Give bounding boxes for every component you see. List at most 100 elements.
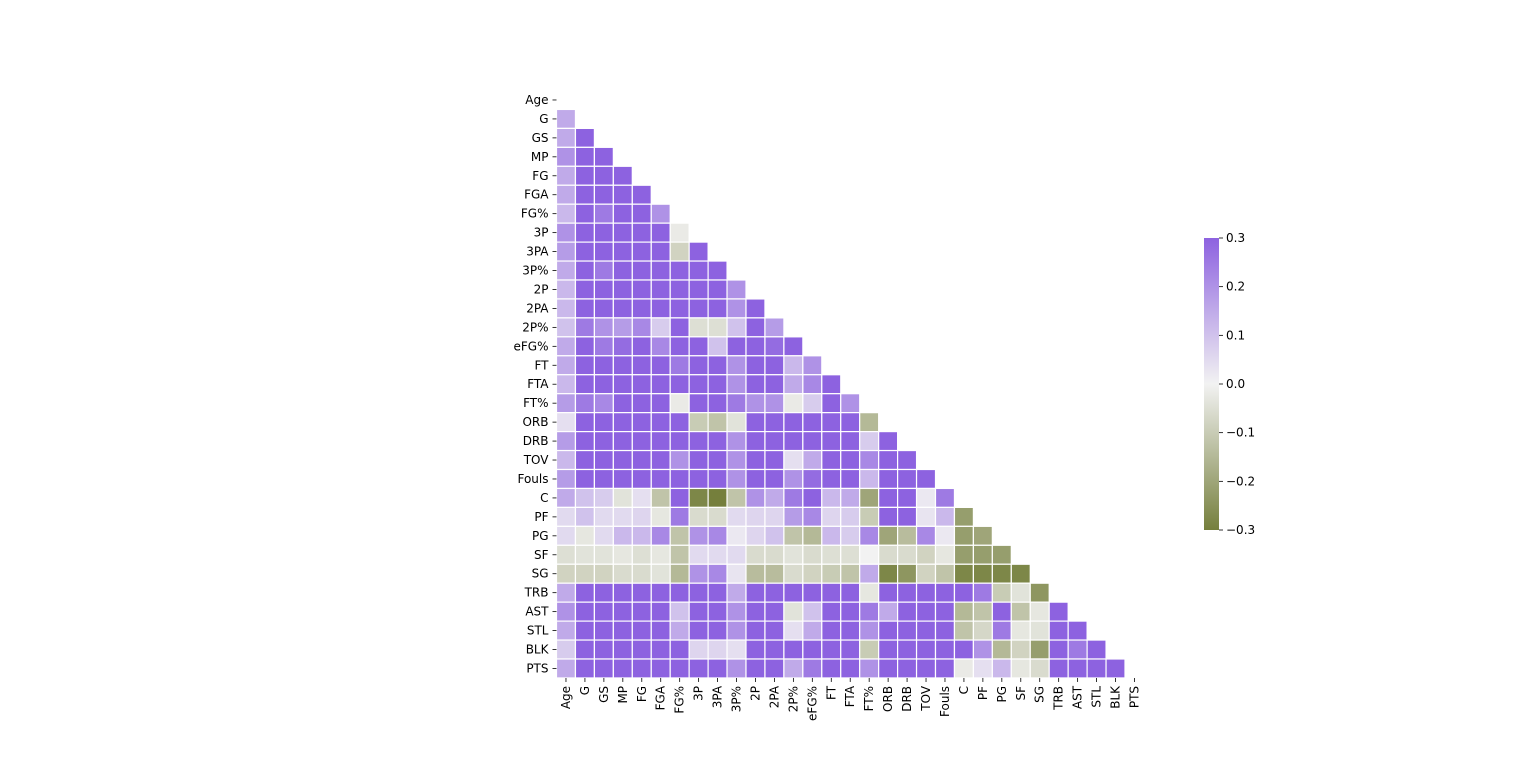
heatmap-cell-3P-GS [593,222,614,243]
heatmap-cell-FG-GS [593,165,614,186]
heatmap-cell-TOV-3P% [726,449,747,471]
heatmap-cell-BLK-2P% [783,639,804,660]
heatmap-cell-TOV-3PA [707,449,728,471]
heatmap-cell-SG-GS [593,563,614,584]
heatmap-cell-SG-FT [821,563,842,584]
heatmap-cell-3PA-MP [612,241,633,262]
heatmap-cell-SG-3P% [726,563,747,584]
heatmap-cell-SF-PF [972,544,993,565]
heatmap-cell-TOV-MP [612,449,633,471]
heatmap-cell-FT-2P [745,355,766,376]
colorbar-tick-label: 0.0 [1226,377,1245,391]
heatmap-cell-PF-GS [593,506,614,527]
heatmap-cell-DRB-2P [745,431,766,452]
y-tick-label: Age [525,93,548,107]
heatmap-cell-ORB-2PA [764,412,785,433]
heatmap-cell-STL-C [953,620,975,641]
heatmap-cell-DRB-eFG% [802,431,823,452]
heatmap-cell-PF-2P% [783,506,804,527]
x-tick-label: 3PA [711,685,725,708]
heatmap-cell-FTA-MP [612,374,633,395]
heatmap-cell-SF-ORB [878,544,899,565]
heatmap-cell-FT%-FT [821,393,842,414]
heatmap-cell-2PA-G [574,298,596,319]
heatmap-cell-FTA-Age [555,374,577,395]
heatmap-cell-DRB-3P% [726,431,747,452]
heatmap-cell-FT-3PA [707,355,728,376]
heatmap-cell-DRB-Age [555,431,577,452]
heatmap-cell-FT-2PA [764,355,785,376]
heatmap-cell-DRB-2P% [783,431,804,452]
heatmap-cell-FG%-FG [631,203,652,224]
y-tick-label: DRB [523,434,549,448]
heatmap-cell-TOV-eFG% [802,449,823,471]
heatmap-cell-FT%-FG [631,393,652,414]
heatmap-cell-PTS-FG [631,658,652,679]
heatmap-cell-SF-FGA [650,544,671,565]
heatmap-cell-MP-G [574,146,596,167]
heatmap-cell-SG-FGA [650,563,671,584]
x-tick-label: 2P [748,686,762,701]
heatmap-cell-TRB-2P% [783,582,804,603]
heatmap-cell-ORB-FT% [859,412,880,433]
heatmap-cell-FTA-FGA [650,374,671,395]
heatmap-cell-Fouls-TOV [915,468,937,490]
heatmap-cell-DRB-FG% [669,431,690,452]
heatmap-cell-BLK-FGA [650,639,671,660]
heatmap-cell-PG-FGA [650,525,671,546]
heatmap-cell-DRB-FG [631,431,652,452]
heatmap-cell-PTS-3P% [726,658,747,679]
heatmap-cell-FT-2P% [783,355,804,376]
heatmap-cell-PG-Age [555,525,577,546]
heatmap-cell-C-2P% [783,487,804,509]
heatmap-cell-PTS-SF [1010,658,1031,679]
heatmap-cell-FGA-FG [631,184,652,205]
heatmap-cell-SG-TOV [915,563,937,584]
heatmap-cell-TRB-FG% [669,582,690,603]
heatmap-cell-Fouls-FTA [840,468,861,490]
heatmap-cell-DRB-3PA [707,431,728,452]
heatmap-cell-DRB-FTA [840,431,861,452]
heatmap-cell-AST-PG [991,601,1012,622]
heatmap-cell-SG-FG [631,563,652,584]
heatmap-cell-TRB-PG [991,582,1012,603]
heatmap-cell-TOV-FTA [840,449,861,471]
x-tick-label: 3P [692,686,706,701]
heatmap-cell-BLK-TRB [1048,639,1069,660]
heatmap-cell-FT%-FGA [650,393,671,414]
heatmap-cell-2P%-3PA [707,317,728,338]
heatmap-cell-FT-FGA [650,355,671,376]
heatmap-cell-BLK-GS [593,639,614,660]
heatmap-cell-PF-FG% [669,506,690,527]
heatmap-cell-C-MP [612,487,633,509]
heatmap-cell-STL-FT [821,620,842,641]
heatmap-cell-SF-Fouls [934,544,956,565]
heatmap-cell-PF-FT% [859,506,880,527]
heatmap-cell-PTS-AST [1067,658,1088,679]
heatmap-cell-eFG%-3P% [726,336,747,357]
heatmap-cell-C-FG [631,487,652,509]
heatmap-cell-PTS-FTA [840,658,861,679]
heatmap-cell-SG-eFG% [802,563,823,584]
heatmap-cell-ORB-MP [612,412,633,433]
heatmap-cell-eFG%-FG [631,336,652,357]
y-tick-label: G [539,112,548,126]
heatmap-cell-SG-FT% [859,563,880,584]
heatmap-cell-Fouls-2P% [783,468,804,490]
heatmap-cell-STL-G [574,620,596,641]
heatmap-cell-3P-FGA [650,222,671,243]
heatmap-cell-PG-FG [631,525,652,546]
heatmap-cell-PTS-3P [688,658,709,679]
heatmap-cell-FGA-GS [593,184,614,205]
y-tick-label: TRB [524,586,549,600]
heatmap-cell-AST-GS [593,601,614,622]
heatmap-cell-PG-C [953,525,975,546]
y-tick-label: eFG% [514,339,549,353]
heatmap-cell-TOV-2P% [783,449,804,471]
heatmap-cell-TRB-FTA [840,582,861,603]
x-tick-label: AST [1071,685,1085,709]
heatmap-cell-BLK-3PA [707,639,728,660]
heatmap-cell-Fouls-DRB [896,468,918,490]
x-tick-label: MP [616,686,630,704]
